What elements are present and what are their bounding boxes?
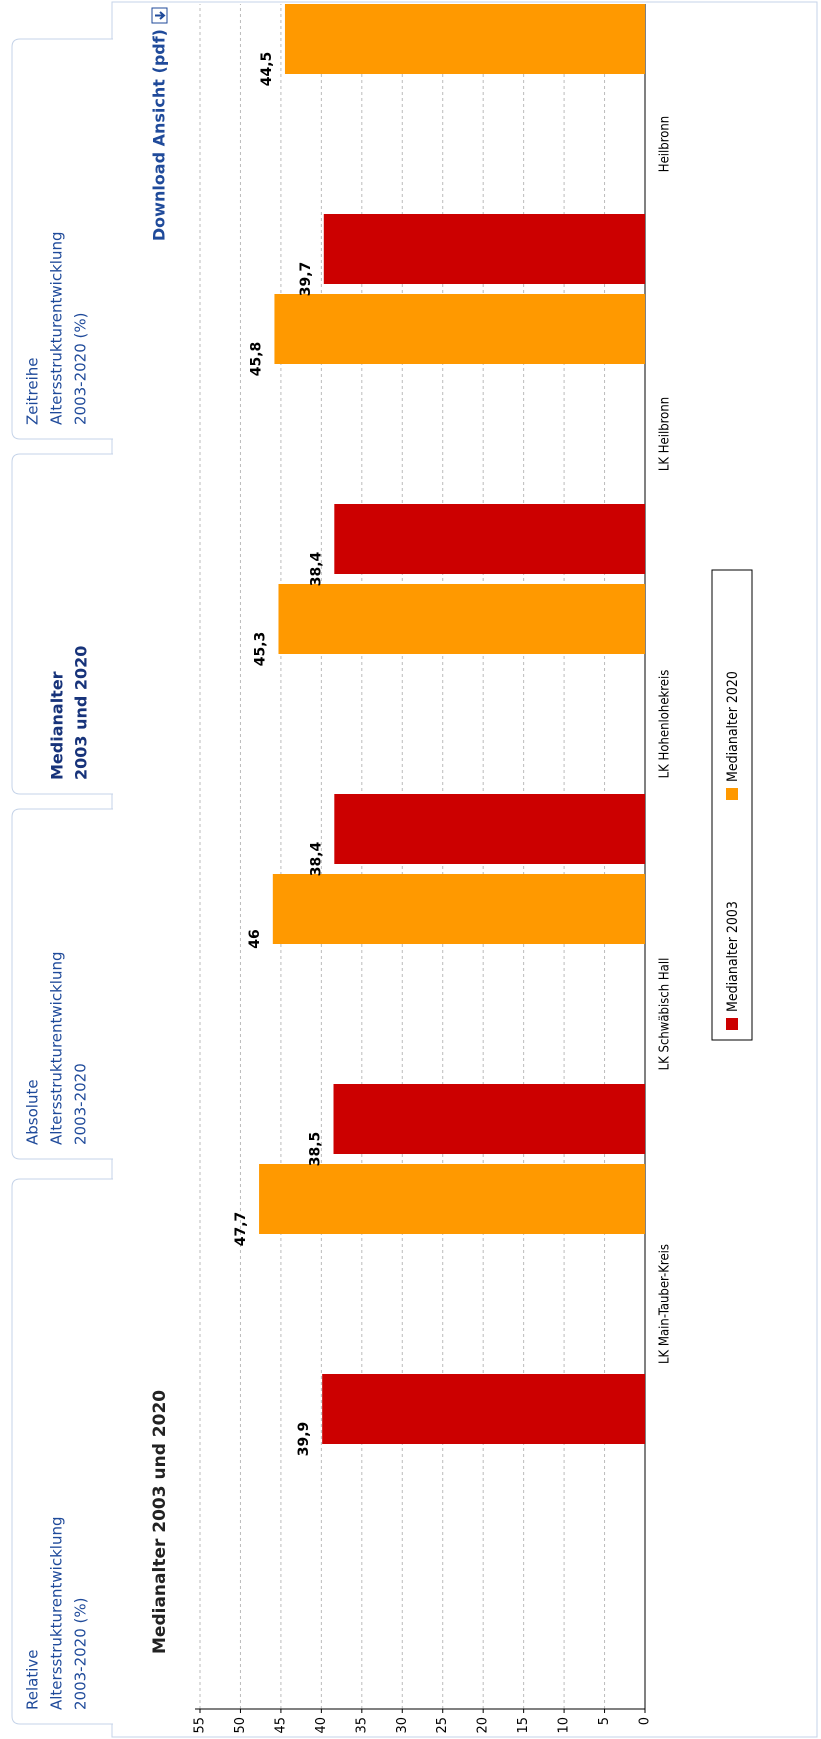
tab-label[interactable]: Altersstrukturentwicklung <box>48 1517 66 1711</box>
y-tick-label: 55 <box>193 1717 208 1734</box>
y-tick-label: 0 <box>638 1717 653 1725</box>
tab[interactable] <box>11 38 113 440</box>
y-tick-label: 20 <box>476 1717 491 1734</box>
legend-swatch <box>726 1018 738 1030</box>
bar <box>333 1084 645 1154</box>
value-label: 38,4 <box>308 841 324 876</box>
bar <box>272 874 645 944</box>
value-label: 39,7 <box>298 262 314 297</box>
x-tick-label: LK Heilbronn <box>658 397 673 471</box>
value-label: 45,8 <box>248 342 264 377</box>
value-label: 45,3 <box>252 632 268 667</box>
tab-label[interactable]: Relative <box>24 1650 42 1711</box>
legend-box <box>711 569 753 1041</box>
y-tick-label: 10 <box>557 1717 572 1734</box>
bar <box>334 504 645 574</box>
y-tick-label: 35 <box>354 1717 369 1734</box>
bar <box>274 294 645 364</box>
value-label: 38,5 <box>308 1132 324 1167</box>
tab-label[interactable]: Zeitreihe <box>24 357 42 425</box>
tab[interactable] <box>11 808 113 1160</box>
tab-label[interactable]: Absolute <box>24 1079 42 1145</box>
x-tick-label: LK Schwäbisch Hall <box>658 958 673 1071</box>
chart-title: Medianalter 2003 und 2020 <box>150 1390 170 1654</box>
tab-label[interactable]: 2003 und 2020 <box>72 646 91 780</box>
x-tick-label: Heilbronn <box>658 116 673 172</box>
value-label: 39,9 <box>296 1422 312 1457</box>
tab-label[interactable]: 2003-2020 <box>72 1063 90 1145</box>
download-arrow <box>155 11 166 20</box>
y-tick-label: 45 <box>273 1717 288 1734</box>
tab-active[interactable] <box>11 453 113 795</box>
bar <box>284 4 645 74</box>
legend-swatch <box>726 788 738 800</box>
value-label: 46 <box>247 929 263 948</box>
legend-label: Medianalter 2003 <box>725 901 741 1012</box>
x-tick-label: LK Hohenlohekreis <box>658 670 673 779</box>
value-label: 47,7 <box>233 1212 249 1247</box>
tab-label[interactable]: Medianalter <box>48 671 67 780</box>
y-tick-label: 40 <box>314 1717 329 1734</box>
download-link[interactable]: Download Ansicht (pdf) <box>150 29 169 241</box>
bar <box>259 1164 645 1234</box>
y-tick-label: 5 <box>597 1717 612 1725</box>
legend-label: Medianalter 2020 <box>725 671 741 782</box>
tab-label[interactable]: Altersstrukturentwicklung <box>48 952 66 1146</box>
bar <box>322 1374 645 1444</box>
tab-label[interactable]: Altersstrukturentwicklung <box>48 232 66 426</box>
value-label: 38,4 <box>308 551 324 586</box>
bar <box>323 214 645 284</box>
tab[interactable] <box>11 1178 113 1725</box>
x-tick-label: LK Main-Tauber-Kreis <box>658 1244 673 1364</box>
y-tick-label: 15 <box>516 1717 531 1734</box>
value-label: 44,5 <box>259 52 275 87</box>
y-tick-label: 30 <box>395 1717 410 1734</box>
tab-label[interactable]: 2003-2020 (%) <box>72 313 90 426</box>
bar <box>334 794 645 864</box>
tab-label[interactable]: 2003-2020 (%) <box>72 1598 90 1711</box>
bar <box>278 584 645 654</box>
y-tick-label: 25 <box>435 1717 450 1734</box>
y-tick-label: 50 <box>233 1717 248 1734</box>
